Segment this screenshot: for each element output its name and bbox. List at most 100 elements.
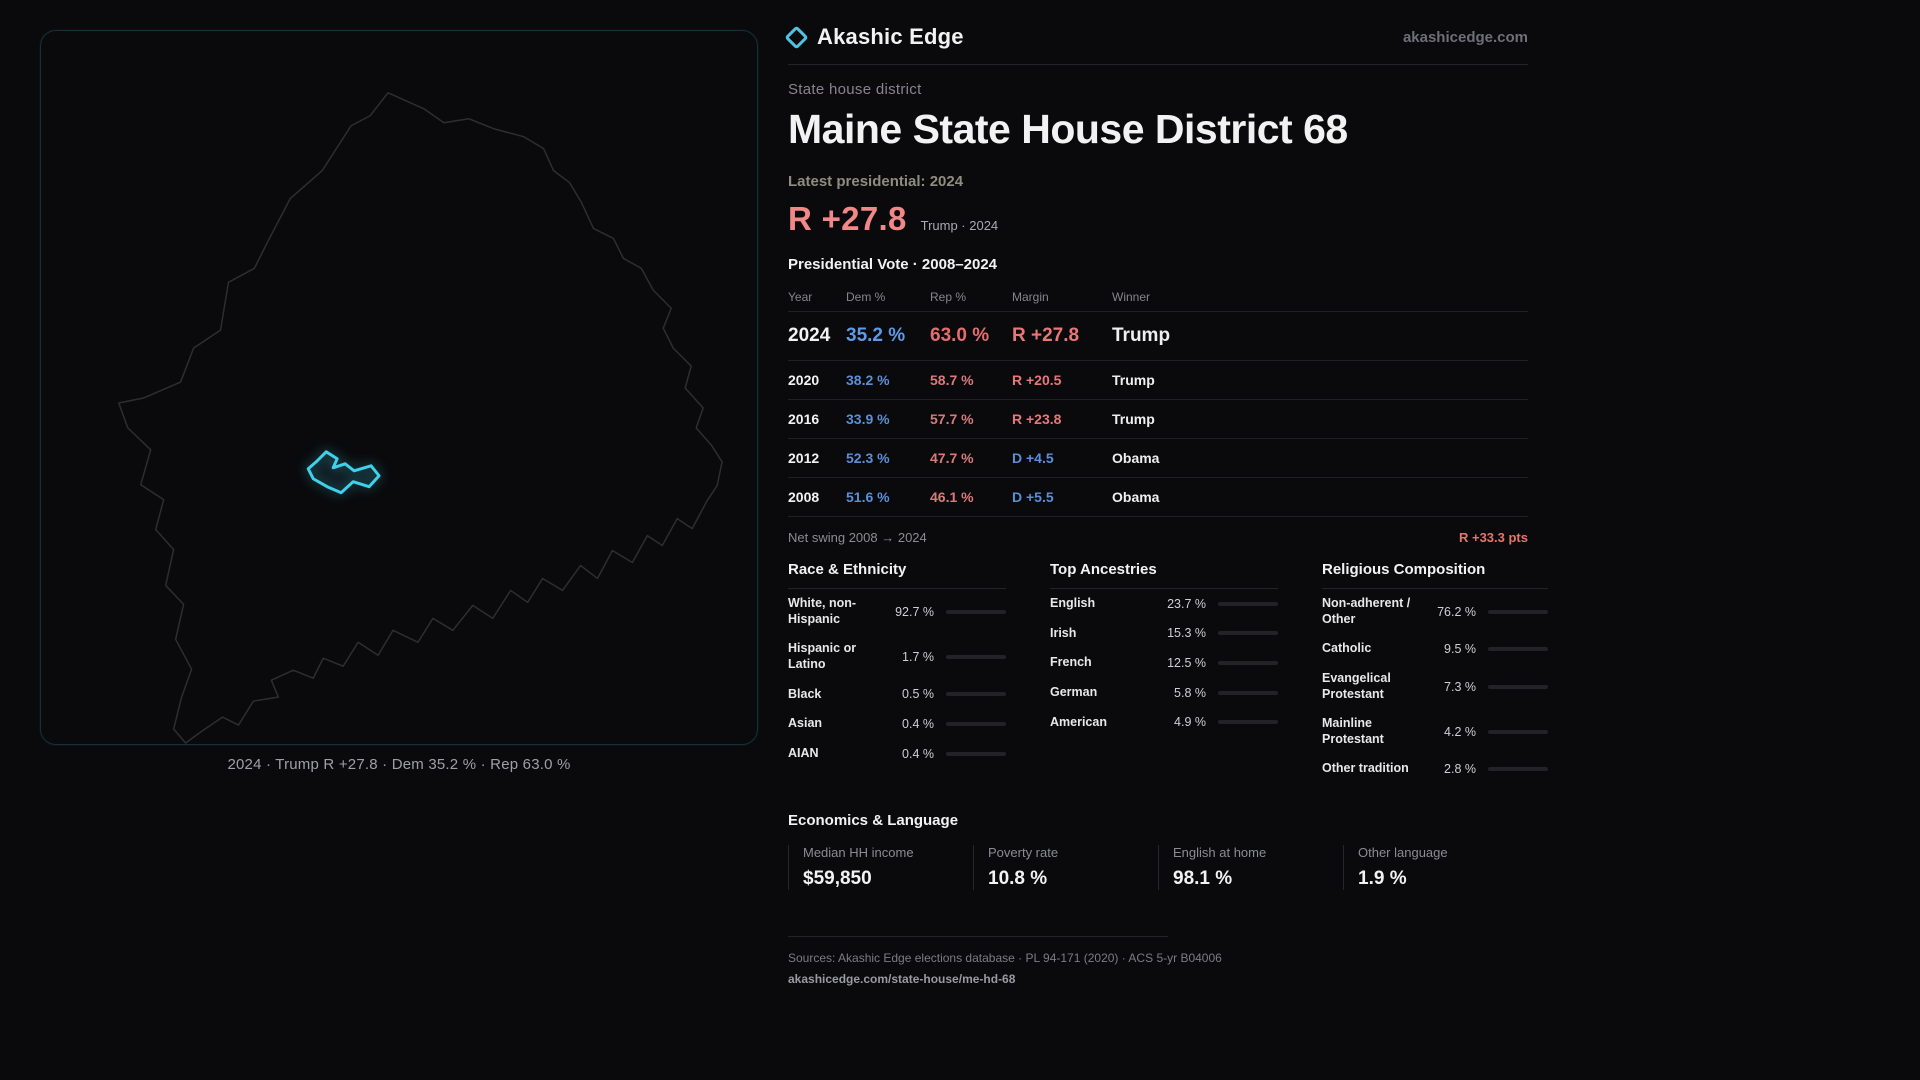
demo-row: Non-adherent / Other 76.2 % (1322, 589, 1548, 634)
demo-label: American (1050, 714, 1107, 729)
swing-value: R +33.3 pts (1458, 530, 1528, 545)
col-header-rep: Rep % (930, 290, 967, 304)
stat-value: 98.1 % (1173, 868, 1233, 889)
demo-row: White, non-Hispanic 92.7 % (788, 589, 1006, 634)
religion-title: Religious Composition (1322, 561, 1548, 589)
table-row: 2008 51.6 % 46.1 % D +5.5 Obama (788, 478, 1528, 517)
col-header-year: Year (788, 290, 813, 304)
col-header-dem: Dem % (846, 290, 886, 304)
site-domain-link[interactable]: akashicedge.com (1402, 28, 1528, 46)
stat-value: $59,850 (803, 868, 872, 889)
map-caption: 2024 · Trump R +27.8 · Dem 35.2 % · Rep … (227, 756, 571, 773)
brand[interactable]: Akashic Edge (784, 24, 964, 50)
table-header-row: Year Dem % Rep % Margin Winner (788, 283, 1528, 312)
demo-bar (1218, 661, 1278, 666)
demo-label: White, non-Hispanic (788, 596, 857, 626)
cell-winner: Obama (1112, 450, 1160, 466)
demo-row: Hispanic or Latino 1.7 % (788, 634, 1006, 679)
demo-bar (1218, 720, 1278, 725)
cell-margin: D +4.5 (1012, 450, 1054, 466)
race-ethnicity-column: Race & Ethnicity White, non-Hispanic 92.… (788, 561, 1006, 784)
stat-block: Poverty rate 10.8 % (973, 845, 1158, 890)
brand-name: Akashic Edge (817, 24, 964, 49)
cell-winner: Trump (1112, 325, 1171, 346)
detail-panel: Akashic Edge akashicedge.com State house… (784, 24, 1548, 988)
demo-value: 5.8 % (1174, 685, 1206, 700)
demo-label: Other tradition (1322, 761, 1409, 776)
stat-label: English at home (1173, 845, 1267, 860)
footer-permalink-link[interactable]: akashicedge.com/state-house/me-hd-68 (788, 972, 1016, 986)
stat-label: Other language (1358, 845, 1448, 860)
demo-value: 1.7 % (902, 649, 934, 664)
demo-label: Asian (788, 716, 823, 731)
cell-margin: R +20.5 (1012, 372, 1062, 388)
demo-label: Hispanic or Latino (788, 641, 857, 671)
demo-value: 4.2 % (1444, 724, 1476, 739)
cell-rep: 58.7 % (930, 372, 974, 388)
demo-label: French (1050, 655, 1092, 670)
demo-value: 15.3 % (1167, 626, 1206, 641)
religious-composition-column: Religious Composition Non-adherent / Oth… (1322, 561, 1548, 784)
header: Akashic Edge akashicedge.com (784, 24, 1528, 50)
diamond-logo-icon (784, 24, 809, 50)
top-ancestries-column: Top Ancestries English 23.7 % Irish 15.3… (1050, 561, 1278, 784)
demo-value: 76.2 % (1437, 604, 1476, 619)
presidential-vote-table: Year Dem % Rep % Margin Winner 2024 35.2… (788, 283, 1528, 517)
cell-dem: 52.3 % (846, 450, 890, 466)
demo-bar (946, 654, 1006, 659)
demo-label: Black (788, 686, 822, 701)
demo-row: AIAN 0.4 % (788, 739, 1006, 769)
district-68-shape[interactable] (306, 450, 381, 495)
demo-row: Black 0.5 % (788, 680, 1006, 710)
demo-label: Non-adherent / Other (1322, 596, 1411, 626)
header-divider (788, 64, 1528, 65)
district-map (118, 92, 723, 744)
demo-row: Evangelical Protestant 7.3 % (1322, 664, 1548, 709)
cell-rep: 63.0 % (930, 325, 990, 346)
cell-year: 2012 (788, 450, 820, 466)
demo-row: American 4.9 % (1050, 708, 1278, 738)
stat-value: 1.9 % (1358, 868, 1407, 889)
demo-row: Catholic 9.5 % (1322, 634, 1548, 664)
demo-label: English (1050, 596, 1096, 610)
demo-bar (1488, 647, 1548, 652)
cell-year: 2016 (788, 411, 820, 427)
cell-dem: 51.6 % (846, 489, 890, 505)
table-row: 2012 52.3 % 47.7 % D +4.5 Obama (788, 439, 1528, 478)
cell-rep: 47.7 % (930, 450, 974, 466)
stat-label: Poverty rate (988, 845, 1059, 860)
race-title: Race & Ethnicity (788, 561, 1006, 589)
economics-stats: Median HH income $59,850 Poverty rate 10… (788, 845, 1528, 890)
page-title: Maine State House District 68 (788, 106, 1348, 152)
footer-divider (788, 936, 1168, 937)
net-swing: Net swing 2008 → 2024 R +33.3 pts (788, 530, 1528, 545)
cell-margin: R +23.8 (1012, 411, 1062, 427)
cell-dem: 33.9 % (846, 411, 890, 427)
stat-block: Median HH income $59,850 (788, 845, 973, 890)
demo-bar (946, 721, 1006, 726)
demo-value: 92.7 % (895, 604, 934, 619)
demo-value: 0.5 % (902, 687, 934, 702)
margin-note: Trump · 2024 (920, 218, 999, 233)
demo-bar (1218, 690, 1278, 695)
demo-value: 12.5 % (1167, 656, 1206, 671)
table-row: 2016 33.9 % 57.7 % R +23.8 Trump (788, 400, 1528, 439)
stat-block: Other language 1.9 % (1343, 845, 1528, 890)
demo-value: 0.4 % (902, 716, 934, 731)
footer-sources: Sources: Akashic Edge elections database… (788, 951, 1222, 965)
demo-bar (1218, 631, 1278, 636)
cell-winner: Trump (1112, 372, 1155, 388)
demo-label: German (1050, 684, 1098, 699)
demo-row: French 12.5 % (1050, 648, 1278, 678)
cell-dem: 35.2 % (846, 325, 906, 346)
demo-value: 2.8 % (1444, 762, 1476, 777)
headline-margin: R +27.8 Trump · 2024 (788, 200, 1528, 238)
demo-label: Catholic (1322, 641, 1372, 656)
demo-label: AIAN (788, 745, 819, 760)
demo-bar (946, 609, 1006, 614)
demo-bar (1218, 601, 1278, 606)
latest-presidential-label: Latest presidential: 2024 (788, 173, 964, 190)
demo-row: German 5.8 % (1050, 678, 1278, 708)
table-row: 2024 35.2 % 63.0 % R +27.8 Trump (788, 312, 1528, 361)
demo-bar (1488, 729, 1548, 734)
